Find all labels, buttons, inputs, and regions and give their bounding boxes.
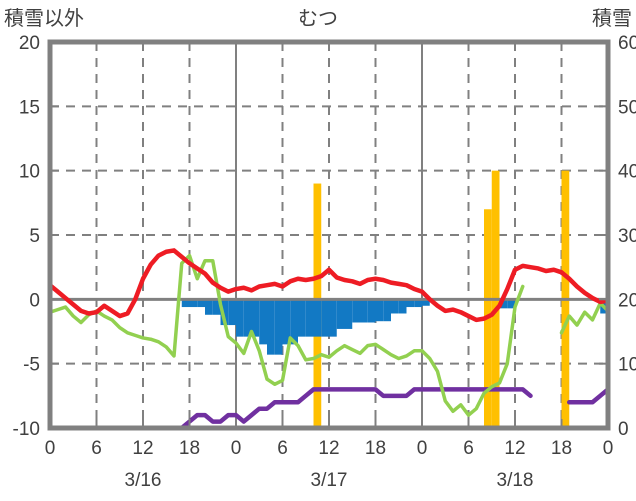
ytick-label-right: 60 xyxy=(618,33,636,54)
blue-bar xyxy=(360,299,368,323)
ytick-label-left: 10 xyxy=(19,162,40,183)
ytick-label-right: 20 xyxy=(618,290,636,311)
xtick-label: 6 xyxy=(277,438,288,459)
blue-bar xyxy=(313,299,322,337)
xtick-label: 18 xyxy=(179,438,200,459)
ytick-label-left: 15 xyxy=(19,97,40,118)
xtick-label: 12 xyxy=(318,438,339,459)
xtick-label: 18 xyxy=(551,438,572,459)
blue-bar xyxy=(375,299,384,322)
xtick-label: 12 xyxy=(504,438,525,459)
ytick-label-right: 50 xyxy=(618,97,636,118)
blue-bar xyxy=(197,299,205,308)
xtick-label: 6 xyxy=(91,438,102,459)
ytick-label-left: 20 xyxy=(19,33,40,54)
ytick-label-left: 5 xyxy=(29,226,40,247)
blue-bar xyxy=(367,299,376,323)
blue-bar xyxy=(321,299,329,337)
red-line xyxy=(47,248,611,323)
blue-bar xyxy=(391,299,399,314)
xtick-label: 0 xyxy=(45,438,56,459)
ytick-label-right: 10 xyxy=(618,355,636,376)
blue-bar xyxy=(205,299,213,315)
blue-bar xyxy=(259,299,267,345)
ytick-label-left: -5 xyxy=(23,355,40,376)
ytick-label-right: 30 xyxy=(618,226,636,247)
blue-bar xyxy=(344,299,353,329)
right-axis-title: 積雪 xyxy=(592,8,632,30)
blue-bar xyxy=(267,299,275,355)
blue-bar xyxy=(181,299,190,308)
blue-bar xyxy=(499,299,508,309)
blue-bar xyxy=(236,299,244,337)
blue-bar xyxy=(507,299,515,309)
blue-bar xyxy=(274,299,283,355)
blue-bar xyxy=(422,299,430,306)
left-axis-title: 積雪以外 xyxy=(4,8,84,30)
green-line xyxy=(48,253,525,417)
blue-bar xyxy=(414,299,422,308)
xtick-label: 0 xyxy=(417,438,428,459)
blue-bar xyxy=(305,299,314,337)
blue-bar xyxy=(336,299,345,329)
blue-bar xyxy=(406,299,415,308)
blue-bar xyxy=(220,299,229,326)
day-label: 3/18 xyxy=(497,470,534,491)
blue-bar xyxy=(282,299,291,345)
ytick-label-right: 40 xyxy=(618,162,636,183)
blue-bar xyxy=(329,299,337,337)
chart-title: むつ xyxy=(298,8,338,30)
xtick-label: 0 xyxy=(231,438,242,459)
xtick-label: 0 xyxy=(603,438,614,459)
purple-snow-depth-line xyxy=(567,387,611,405)
xtick-label: 18 xyxy=(365,438,386,459)
ytick-label-left: -10 xyxy=(13,419,40,440)
blue-bar xyxy=(290,299,298,345)
blue-bar xyxy=(398,299,407,314)
blue-bar xyxy=(298,299,306,337)
xtick-label: 6 xyxy=(463,438,474,459)
blue-bar xyxy=(189,299,198,308)
blue-bar xyxy=(228,299,236,326)
blue-bar xyxy=(383,299,391,322)
day-label: 3/16 xyxy=(125,470,162,491)
day-label: 3/17 xyxy=(311,470,348,491)
ytick-label-right: 0 xyxy=(618,419,629,440)
blue-bar xyxy=(243,299,252,337)
xtick-label: 12 xyxy=(132,438,153,459)
ytick-label-left: 0 xyxy=(29,290,40,311)
blue-bar xyxy=(352,299,360,323)
blue-bar xyxy=(251,299,260,337)
blue-bar xyxy=(212,299,221,315)
